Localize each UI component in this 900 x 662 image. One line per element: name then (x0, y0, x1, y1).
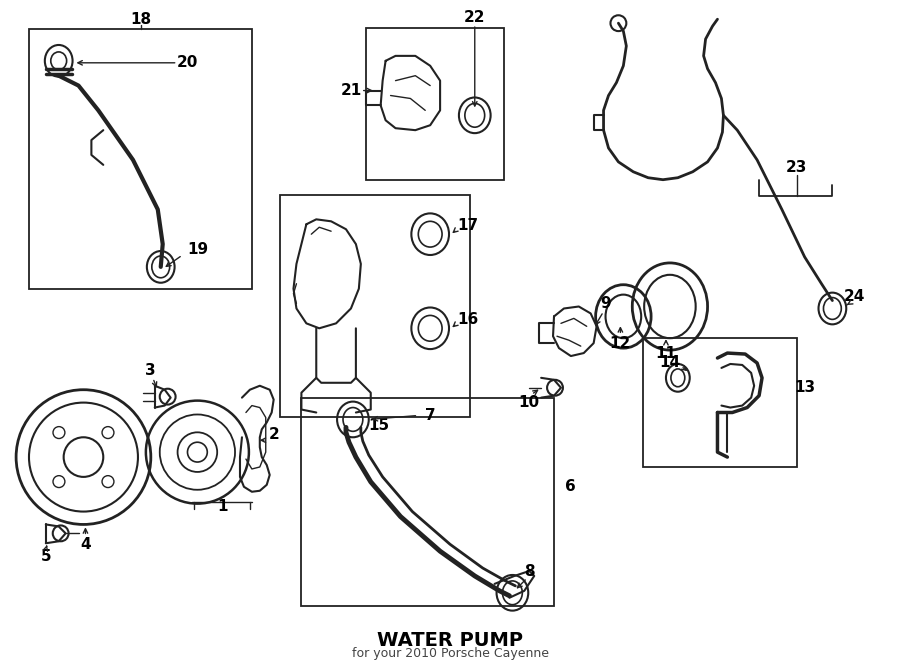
Text: 13: 13 (794, 380, 815, 395)
Bar (302, 398, 554, 606)
Text: 24: 24 (843, 289, 865, 304)
Text: 14: 14 (660, 355, 680, 371)
Bar (644, 338, 796, 467)
Text: 7: 7 (425, 408, 436, 423)
Text: 20: 20 (176, 56, 198, 70)
Text: 23: 23 (786, 160, 807, 175)
Text: 3: 3 (145, 363, 155, 379)
Bar (29, 29, 252, 289)
Text: 22: 22 (464, 10, 485, 24)
Text: 4: 4 (80, 537, 91, 551)
Text: 19: 19 (187, 242, 208, 257)
Text: 18: 18 (130, 12, 151, 26)
Bar (280, 195, 470, 418)
Text: 16: 16 (457, 312, 479, 327)
Text: 6: 6 (565, 479, 576, 495)
Text: 10: 10 (518, 395, 540, 410)
Text: 17: 17 (457, 218, 479, 233)
Text: 11: 11 (655, 346, 677, 361)
Text: 8: 8 (524, 563, 535, 579)
Text: 9: 9 (600, 296, 611, 311)
Text: 21: 21 (340, 83, 362, 98)
Text: 15: 15 (368, 418, 389, 433)
Text: WATER PUMP: WATER PUMP (377, 631, 523, 650)
Bar (365, 28, 505, 179)
Text: for your 2010 Porsche Cayenne: for your 2010 Porsche Cayenne (352, 647, 548, 660)
Text: 5: 5 (40, 549, 51, 563)
Text: 12: 12 (610, 336, 631, 351)
Text: 1: 1 (217, 499, 228, 514)
Text: 2: 2 (268, 427, 279, 442)
